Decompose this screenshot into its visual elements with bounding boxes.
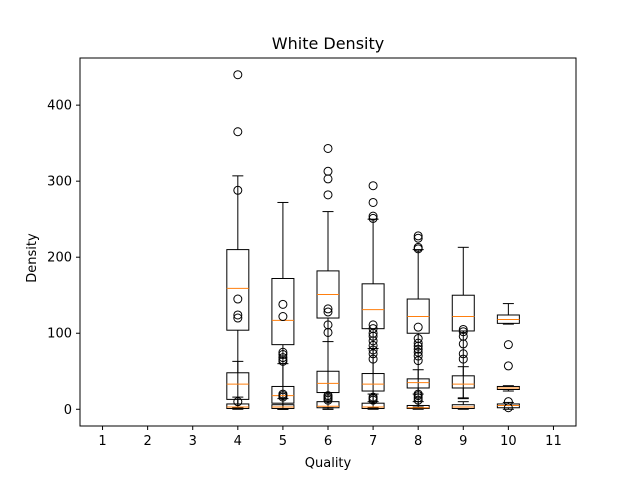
- outlier-point: [278, 353, 288, 363]
- axes: 1 2 3 4 5 6 7 8 9 10 11 0 100 200 300 400: [47, 99, 562, 449]
- outlier-point: [368, 395, 378, 405]
- y-tick-label: 100: [47, 327, 72, 342]
- outlier-point: [368, 181, 378, 191]
- outlier-point: [368, 197, 378, 207]
- x-tick-label: 7: [369, 434, 377, 449]
- outlier-point: [503, 340, 513, 350]
- plot-area: [226, 70, 520, 413]
- outlier-point: [503, 361, 513, 371]
- outlier-point: [368, 211, 378, 221]
- box-group-1-8: [406, 369, 430, 408]
- outlier-point: [323, 304, 333, 314]
- box-group-2-7: [361, 392, 385, 410]
- box-group-2-9: [451, 401, 475, 410]
- x-tick-label: 9: [459, 434, 467, 449]
- box-iqr: [451, 294, 475, 332]
- outlier-point: [323, 143, 333, 153]
- outlier-point: [368, 213, 378, 223]
- outlier-point: [323, 166, 333, 176]
- box-group-2-6: [316, 391, 340, 410]
- outlier-point: [368, 336, 378, 346]
- outlier-point: [413, 341, 423, 351]
- y-tick-label: 400: [47, 99, 72, 114]
- box-iqr: [226, 249, 250, 331]
- x-tick-label: 8: [414, 434, 422, 449]
- outlier-point: [413, 322, 423, 332]
- box-group-0-10: [496, 303, 520, 371]
- box-group-1-9: [451, 366, 475, 399]
- outlier-point: [368, 331, 378, 341]
- box-group-0-9: [451, 246, 475, 400]
- outlier-point: [233, 185, 243, 195]
- box-group-2-4: [226, 396, 250, 410]
- outlier-point: [413, 344, 423, 354]
- outlier-point: [413, 391, 423, 401]
- box-group-2-10: [496, 401, 520, 413]
- outlier-point: [413, 351, 423, 361]
- outlier-point: [233, 294, 243, 304]
- outlier-point: [323, 174, 333, 184]
- box-iqr: [406, 378, 430, 389]
- y-tick-label: 200: [47, 251, 72, 266]
- y-tick-label: 300: [47, 175, 72, 190]
- x-tick-label: 1: [98, 434, 106, 449]
- x-tick-label: 6: [324, 434, 332, 449]
- box-iqr: [361, 373, 385, 392]
- box-group-2-5: [271, 389, 295, 410]
- outlier-point: [323, 307, 333, 317]
- outlier-point: [413, 233, 423, 243]
- outlier-point: [413, 338, 423, 348]
- outlier-point: [233, 70, 243, 80]
- box-group-0-4: [226, 70, 250, 409]
- outlier-point: [233, 310, 243, 320]
- x-axis-label: Quality: [305, 456, 352, 471]
- outlier-point: [323, 391, 333, 401]
- outlier-point: [458, 327, 468, 337]
- x-tick-label: 3: [189, 434, 197, 449]
- outlier-point: [233, 313, 243, 323]
- outlier-point: [503, 403, 513, 413]
- box-iqr: [451, 375, 475, 389]
- chart-title: White Density: [272, 34, 384, 53]
- outlier-point: [278, 350, 288, 360]
- outlier-point: [458, 354, 468, 364]
- outlier-point: [413, 356, 423, 366]
- outlier-point: [458, 349, 468, 359]
- outlier-point: [413, 244, 423, 254]
- x-tick-label: 11: [545, 434, 562, 449]
- y-tick-label: 0: [64, 403, 72, 418]
- box-iqr: [226, 403, 250, 410]
- x-tick-label: 5: [279, 434, 287, 449]
- box-iqr: [361, 402, 385, 410]
- y-axis-label: Density: [25, 233, 40, 283]
- outlier-point: [233, 127, 243, 137]
- x-tick-label: 2: [143, 434, 151, 449]
- outlier-point: [278, 312, 288, 322]
- box-iqr: [271, 277, 295, 346]
- outlier-point: [323, 327, 333, 337]
- outlier-point: [323, 190, 333, 200]
- outlier-point: [458, 324, 468, 334]
- box-iqr: [406, 404, 430, 410]
- box-iqr: [361, 283, 385, 330]
- box-iqr: [316, 401, 340, 409]
- box-group-2-8: [406, 401, 430, 410]
- outlier-point: [278, 392, 288, 402]
- outlier-point: [413, 231, 423, 241]
- x-tick-label: 4: [234, 434, 242, 449]
- outlier-point: [278, 299, 288, 309]
- outlier-point: [458, 339, 468, 349]
- x-tick-label: 10: [500, 434, 517, 449]
